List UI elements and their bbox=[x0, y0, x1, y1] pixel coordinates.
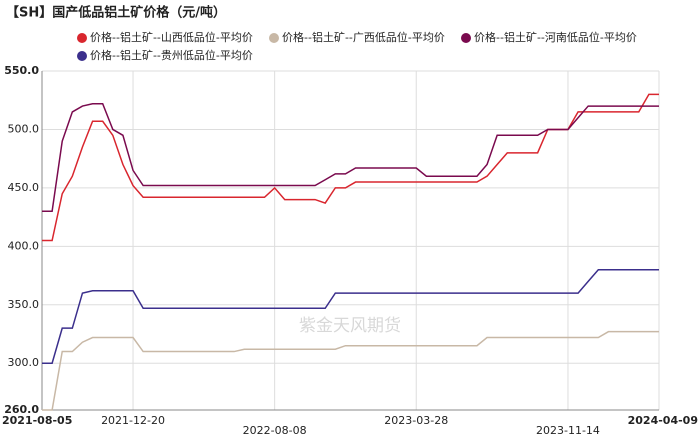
y-tick-label: 260.0 bbox=[4, 403, 39, 416]
x-tick-label: 2021-12-20 bbox=[101, 414, 165, 427]
legend-label: 价格--铝土矿--山西低品位-平均价 bbox=[90, 30, 253, 44]
legend-marker bbox=[77, 51, 87, 61]
legend-marker bbox=[77, 33, 87, 43]
y-tick-label: 450.0 bbox=[8, 181, 40, 194]
legend-label: 价格--铝土矿--广西低品位-平均价 bbox=[282, 30, 445, 44]
y-tick-label: 300.0 bbox=[8, 356, 40, 369]
x-tick-label: 2024-04-09 bbox=[628, 414, 698, 427]
series-line bbox=[42, 102, 659, 213]
legend-label: 价格--铝土矿--贵州低品位-平均价 bbox=[90, 48, 253, 62]
legend-marker bbox=[269, 33, 279, 43]
x-tick-label: 2023-03-28 bbox=[384, 414, 448, 427]
y-tick-label: 400.0 bbox=[8, 239, 40, 252]
x-tick-label: 2022-08-08 bbox=[243, 424, 307, 437]
x-tick-label: 2021-08-05 bbox=[2, 414, 72, 427]
series-line bbox=[42, 93, 659, 242]
watermark: 紫金天风期货 bbox=[299, 316, 401, 336]
series-line bbox=[42, 268, 659, 364]
y-tick-label: 500.0 bbox=[8, 122, 40, 135]
legend-marker bbox=[461, 33, 471, 43]
y-tick-label: 550.0 bbox=[4, 64, 39, 77]
x-tick-label: 2023-11-14 bbox=[536, 424, 600, 437]
y-tick-label: 350.0 bbox=[8, 298, 40, 311]
series-line bbox=[42, 330, 659, 411]
legend-label: 价格--铝土矿--河南低品位-平均价 bbox=[474, 30, 637, 44]
chart-title: 【SH】国产低品铝土矿价格（元/吨） bbox=[6, 5, 226, 21]
